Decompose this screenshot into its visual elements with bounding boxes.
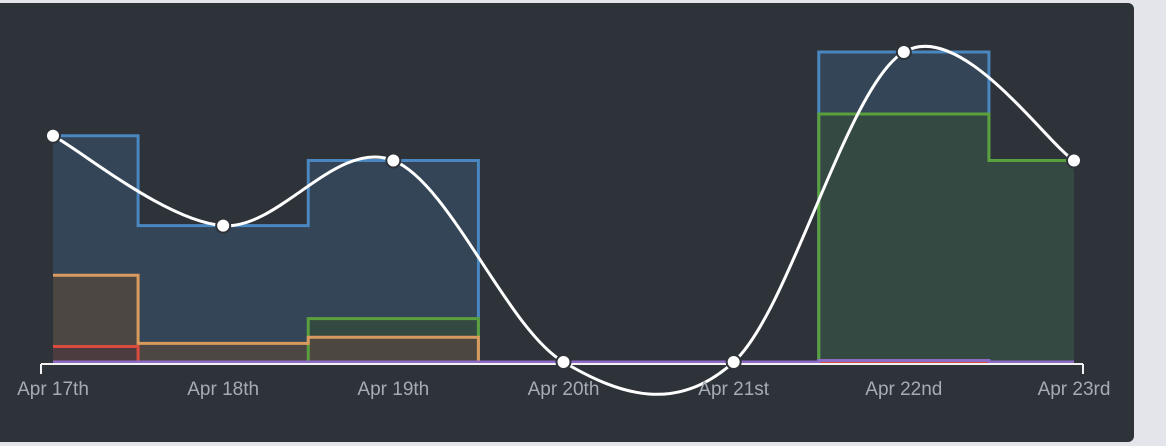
x-tick-label: Apr 21st	[698, 379, 769, 400]
data-point-marker[interactable]	[725, 354, 742, 370]
data-point-marker[interactable]	[555, 354, 572, 370]
x-tick-label: Apr 18th	[187, 379, 259, 400]
x-tick-label: Apr 20th	[528, 379, 600, 400]
x-tick-labels: Apr 17th Apr 18th Apr 19th Apr 20th Apr 21st…	[17, 379, 1110, 400]
data-point-marker[interactable]	[45, 127, 61, 144]
x-tick-label: Apr 23rd	[1038, 379, 1111, 400]
chart-svg: Apr 17th Apr 18th Apr 19th Apr 20th Apr 21st…	[17, 44, 1110, 400]
point-markers	[45, 44, 1082, 370]
data-point-marker[interactable]	[385, 152, 402, 169]
data-point-marker[interactable]	[1066, 152, 1082, 169]
x-tick-label: Apr 19th	[357, 379, 429, 400]
data-point-marker[interactable]	[895, 44, 912, 60]
data-point-marker[interactable]	[215, 217, 232, 234]
chart-panel: Apr 17th Apr 18th Apr 19th Apr 20th Apr 21st…	[0, 3, 1134, 442]
series-fills	[53, 52, 1074, 362]
x-tick-label: Apr 17th	[17, 379, 89, 400]
x-tick-label: Apr 22nd	[865, 379, 942, 400]
